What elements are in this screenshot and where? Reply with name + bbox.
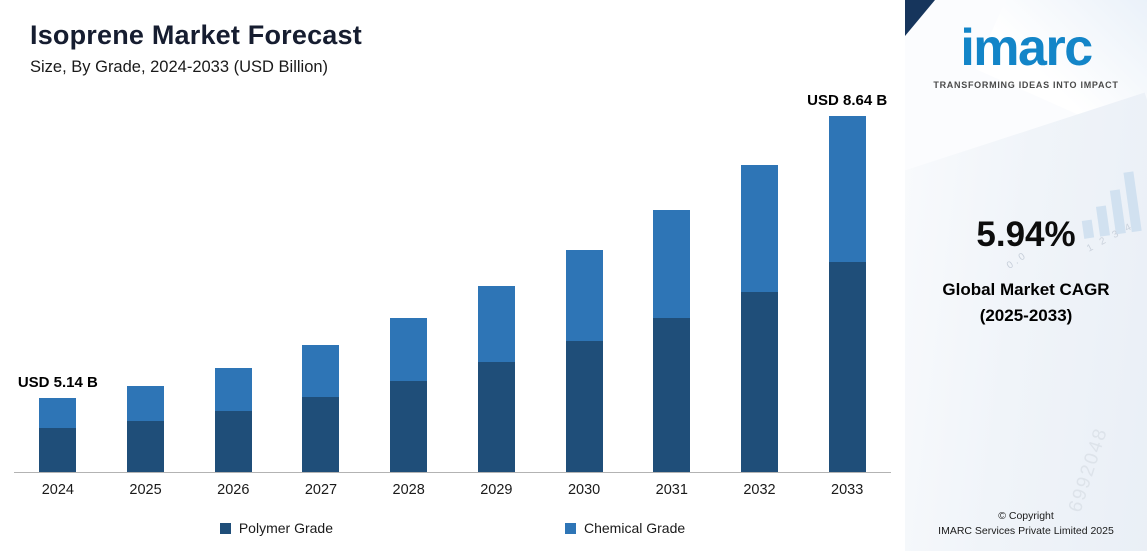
bar-column-2031 bbox=[628, 95, 716, 472]
segment-polymer-grade bbox=[214, 410, 252, 472]
legend-item-polymer-grade: Polymer Grade bbox=[219, 520, 333, 536]
chart-subtitle: Size, By Grade, 2024-2033 (USD Billion) bbox=[30, 58, 329, 76]
cagr-label-line2: (2025-2033) bbox=[979, 306, 1073, 326]
segment-chemical-grade bbox=[390, 317, 428, 382]
segment-chemical-grade bbox=[127, 385, 165, 422]
stacked-bar bbox=[127, 385, 165, 472]
segment-chemical-grade bbox=[740, 165, 778, 292]
segment-chemical-grade bbox=[39, 398, 77, 429]
bar-column-2026 bbox=[189, 95, 277, 472]
sidebar: 1 2 3 4 0.0 6992048 imarc TRANSFORMING I… bbox=[905, 0, 1147, 551]
stacked-bar bbox=[740, 165, 778, 472]
bar-column-2032 bbox=[716, 95, 804, 472]
stacked-bar bbox=[828, 116, 866, 472]
x-axis-label: 2025 bbox=[129, 482, 162, 498]
segment-chemical-grade bbox=[214, 367, 252, 411]
bar-column-2030 bbox=[540, 95, 628, 472]
chart-legend: Polymer Grade Chemical Grade bbox=[0, 520, 905, 536]
x-axis-label: 2028 bbox=[392, 482, 425, 498]
segment-chemical-grade bbox=[653, 210, 691, 318]
copyright-line1: © Copyright bbox=[998, 509, 1054, 522]
bar-column-2033: USD 8.64 B bbox=[803, 92, 891, 472]
bar-column-2024: USD 5.14 B bbox=[14, 95, 102, 472]
chart-header: Isoprene Market Forecast Size, By Grade,… bbox=[0, 0, 905, 77]
stacked-bar-plot: USD 5.14 B USD 8.64 B bbox=[14, 92, 891, 473]
cagr-label: Global Market CAGR (2025-2033) bbox=[905, 277, 1147, 330]
segment-polymer-grade bbox=[828, 262, 866, 472]
x-axis-label: 2026 bbox=[217, 482, 250, 498]
stacked-bar bbox=[653, 210, 691, 472]
chart-pane: Isoprene Market Forecast Size, By Grade,… bbox=[0, 0, 905, 536]
copyright-line2: IMARC Services Private Limited 2025 bbox=[938, 524, 1114, 537]
imarc-logo: imarc TRANSFORMING IDEAS INTO IMPACT bbox=[905, 22, 1147, 90]
segment-polymer-grade bbox=[477, 362, 515, 472]
segment-polymer-grade bbox=[39, 428, 77, 472]
cagr-label-line1: Global Market CAGR bbox=[942, 280, 1110, 299]
legend-label: Polymer Grade bbox=[238, 520, 333, 536]
stacked-bar bbox=[390, 317, 428, 472]
cagr-value: 5.94% bbox=[976, 215, 1076, 254]
value-label: USD 5.14 B bbox=[17, 374, 98, 391]
legend-label: Chemical Grade bbox=[584, 520, 686, 536]
x-axis-label: 2027 bbox=[304, 482, 338, 498]
segment-polymer-grade bbox=[565, 341, 603, 472]
stacked-bar bbox=[39, 398, 77, 472]
bar-column-2027 bbox=[277, 95, 365, 472]
x-axis-label: 2032 bbox=[743, 482, 776, 498]
stacked-bar bbox=[477, 286, 515, 472]
bar-column-2025 bbox=[102, 95, 190, 472]
imarc-logo-text: imarc bbox=[960, 19, 1093, 77]
x-axis-label: 2029 bbox=[480, 482, 513, 498]
legend-swatch bbox=[219, 522, 231, 534]
imarc-tagline: TRANSFORMING IDEAS INTO IMPACT bbox=[933, 80, 1119, 90]
segment-polymer-grade bbox=[390, 381, 428, 472]
corner-triangle-decoration bbox=[905, 0, 935, 36]
legend-item-chemical-grade: Chemical Grade bbox=[565, 520, 685, 536]
stacked-bar bbox=[214, 367, 252, 472]
segment-chemical-grade bbox=[828, 116, 866, 263]
segment-chemical-grade bbox=[477, 286, 515, 363]
segment-polymer-grade bbox=[127, 421, 165, 472]
chart-title: Isoprene Market Forecast bbox=[30, 20, 362, 50]
x-axis-label: 2024 bbox=[41, 482, 74, 498]
segment-chemical-grade bbox=[302, 344, 340, 398]
x-axis: 2024 2025 2026 2027 2028 2029 2030 2031 2032 2033 bbox=[14, 473, 891, 498]
legend-swatch bbox=[565, 522, 576, 534]
stacked-bar bbox=[302, 344, 340, 472]
x-axis-label: 2030 bbox=[567, 482, 601, 498]
segment-chemical-grade bbox=[565, 250, 603, 342]
x-axis-label: 2031 bbox=[655, 482, 688, 498]
stacked-bar bbox=[565, 250, 603, 472]
copyright-notice: © Copyright IMARC Services Private Limit… bbox=[905, 509, 1147, 539]
cagr-block: 5.94% Global Market CAGR (2025-2033) bbox=[905, 215, 1147, 330]
x-axis-label: 2033 bbox=[831, 482, 864, 498]
segment-polymer-grade bbox=[653, 317, 691, 472]
bar-column-2028 bbox=[365, 95, 453, 472]
segment-polymer-grade bbox=[302, 397, 340, 472]
segment-polymer-grade bbox=[740, 291, 778, 472]
value-label: USD 8.64 B bbox=[807, 92, 888, 109]
bar-column-2029 bbox=[453, 95, 541, 472]
